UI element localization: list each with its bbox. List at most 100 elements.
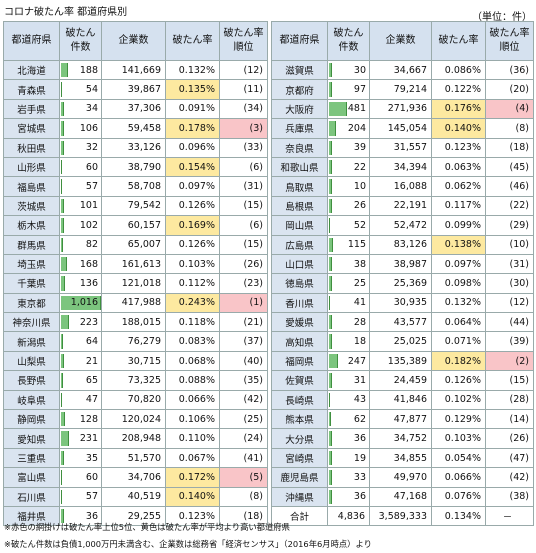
companies-cell: 47,877 (369, 409, 432, 430)
rank-cell: (4) (485, 98, 534, 120)
pref-name: 大阪府 (271, 98, 328, 120)
rank-cell: (30) (485, 273, 534, 294)
count-bar (329, 159, 332, 175)
pref-name: 香川県 (271, 292, 328, 314)
rank-cell: (25) (219, 409, 268, 430)
pref-name: 静岡県 (3, 409, 60, 430)
count-bar (61, 121, 65, 136)
companies-cell: 135,389 (369, 350, 432, 372)
rate-cell: 0.098% (431, 273, 486, 294)
rank-cell: (36) (485, 59, 534, 81)
count-bar (329, 256, 332, 272)
count-bar (329, 101, 348, 117)
total-count: 4,836 (327, 505, 370, 527)
count-bar (329, 237, 333, 252)
rate-cell: 0.068% (165, 350, 220, 372)
header-pref: 都道府県 (271, 21, 328, 61)
count-bar (61, 334, 63, 349)
count-cell: 35 (59, 447, 102, 469)
count-cell: 54 (59, 79, 102, 100)
table-row: 群馬県 82 65,007 0.126% (15) (3, 234, 268, 255)
count-cell: 60 (59, 156, 102, 178)
count-value: 247 (347, 355, 366, 367)
table-row: 福井県 36 29,255 0.123% (18) (3, 505, 268, 527)
count-value: 22 (353, 161, 366, 173)
rate-cell: 0.176% (431, 98, 486, 120)
count-cell: 481 (327, 98, 370, 120)
table-row: 福島県 57 58,708 0.097% (31) (3, 176, 268, 197)
table-row: 福岡県 247 135,389 0.182% (2) (271, 350, 534, 372)
count-bar (329, 198, 332, 214)
count-cell: 204 (327, 118, 370, 139)
count-cell: 10 (327, 176, 370, 197)
pref-name: 岡山県 (271, 215, 328, 236)
count-value: 106 (79, 122, 98, 134)
count-value: 136 (79, 277, 98, 289)
pref-name: 山口県 (271, 253, 328, 275)
rate-cell: 0.086% (431, 59, 486, 81)
table-row: 石川県 57 40,519 0.140% (8) (3, 486, 268, 507)
rate-cell: 0.138% (431, 234, 486, 255)
count-value: 34 (85, 103, 98, 115)
count-value: 36 (353, 491, 366, 503)
companies-cell: 30,935 (369, 292, 432, 314)
count-value: 101 (79, 200, 98, 212)
count-value: 54 (85, 84, 98, 96)
companies-cell: 34,394 (369, 156, 432, 178)
rate-cell: 0.097% (165, 176, 220, 197)
rate-cell: 0.102% (431, 389, 486, 411)
count-cell: 57 (59, 486, 102, 507)
pref-name: 神奈川県 (3, 312, 60, 333)
pref-name: 北海道 (3, 59, 60, 81)
companies-cell: 24,459 (369, 370, 432, 391)
count-cell: 36 (327, 428, 370, 449)
rank-cell: (39) (485, 331, 534, 352)
count-cell: 28 (327, 312, 370, 333)
pref-name: 秋田県 (3, 137, 60, 158)
pref-name: 和歌山県 (271, 156, 328, 178)
companies-cell: 417,988 (101, 292, 166, 314)
footnote-highlight: ※赤色の網掛けは破たん率上位5位、黄色は破たん率が平均より高い都道府県 (4, 522, 290, 532)
count-value: 52 (353, 219, 366, 231)
table-row: 鳥取県 10 16,088 0.062% (46) (271, 176, 534, 197)
rank-cell: (26) (219, 253, 268, 275)
count-cell: 39 (327, 137, 370, 158)
count-bar (61, 101, 64, 117)
companies-cell: 25,025 (369, 331, 432, 352)
rank-cell: (8) (219, 486, 268, 507)
count-value: 36 (85, 510, 98, 522)
count-value: 10 (353, 181, 366, 193)
companies-cell: 29,255 (101, 505, 166, 527)
rate-cell: 0.063% (431, 156, 486, 178)
count-cell: 62 (327, 409, 370, 430)
count-cell: 102 (59, 215, 102, 236)
count-value: 38 (353, 258, 366, 270)
header-companies: 企業数 (369, 21, 432, 61)
pref-name: 愛媛県 (271, 312, 328, 333)
count-bar (329, 179, 332, 194)
rate-cell: 0.169% (165, 215, 220, 236)
rate-cell: 0.071% (431, 331, 486, 352)
count-value: 33 (353, 471, 366, 483)
count-bar (329, 489, 332, 504)
rate-cell: 0.126% (165, 234, 220, 255)
companies-cell: 34,855 (369, 447, 432, 469)
count-cell: 36 (327, 486, 370, 507)
count-value: 26 (353, 200, 366, 212)
rate-cell: 0.066% (431, 467, 486, 488)
count-value: 18 (353, 336, 366, 348)
companies-cell: 79,214 (369, 79, 432, 100)
pref-name: 沖縄県 (271, 486, 328, 507)
rate-cell: 0.129% (431, 409, 486, 430)
rate-cell: 0.122% (431, 79, 486, 100)
header-rank: 破たん率 順位 (219, 21, 268, 61)
count-value: 35 (85, 452, 98, 464)
count-cell: 19 (327, 447, 370, 469)
count-bar (61, 237, 64, 252)
rank-cell: (20) (485, 79, 534, 100)
rank-cell: (15) (219, 195, 268, 217)
count-cell: 60 (59, 467, 102, 488)
rate-cell: 0.062% (431, 176, 486, 197)
count-bar (61, 315, 69, 330)
header-row: 都道府県 破たん 件数 企業数 破たん率 破たん率 順位 (3, 21, 268, 61)
